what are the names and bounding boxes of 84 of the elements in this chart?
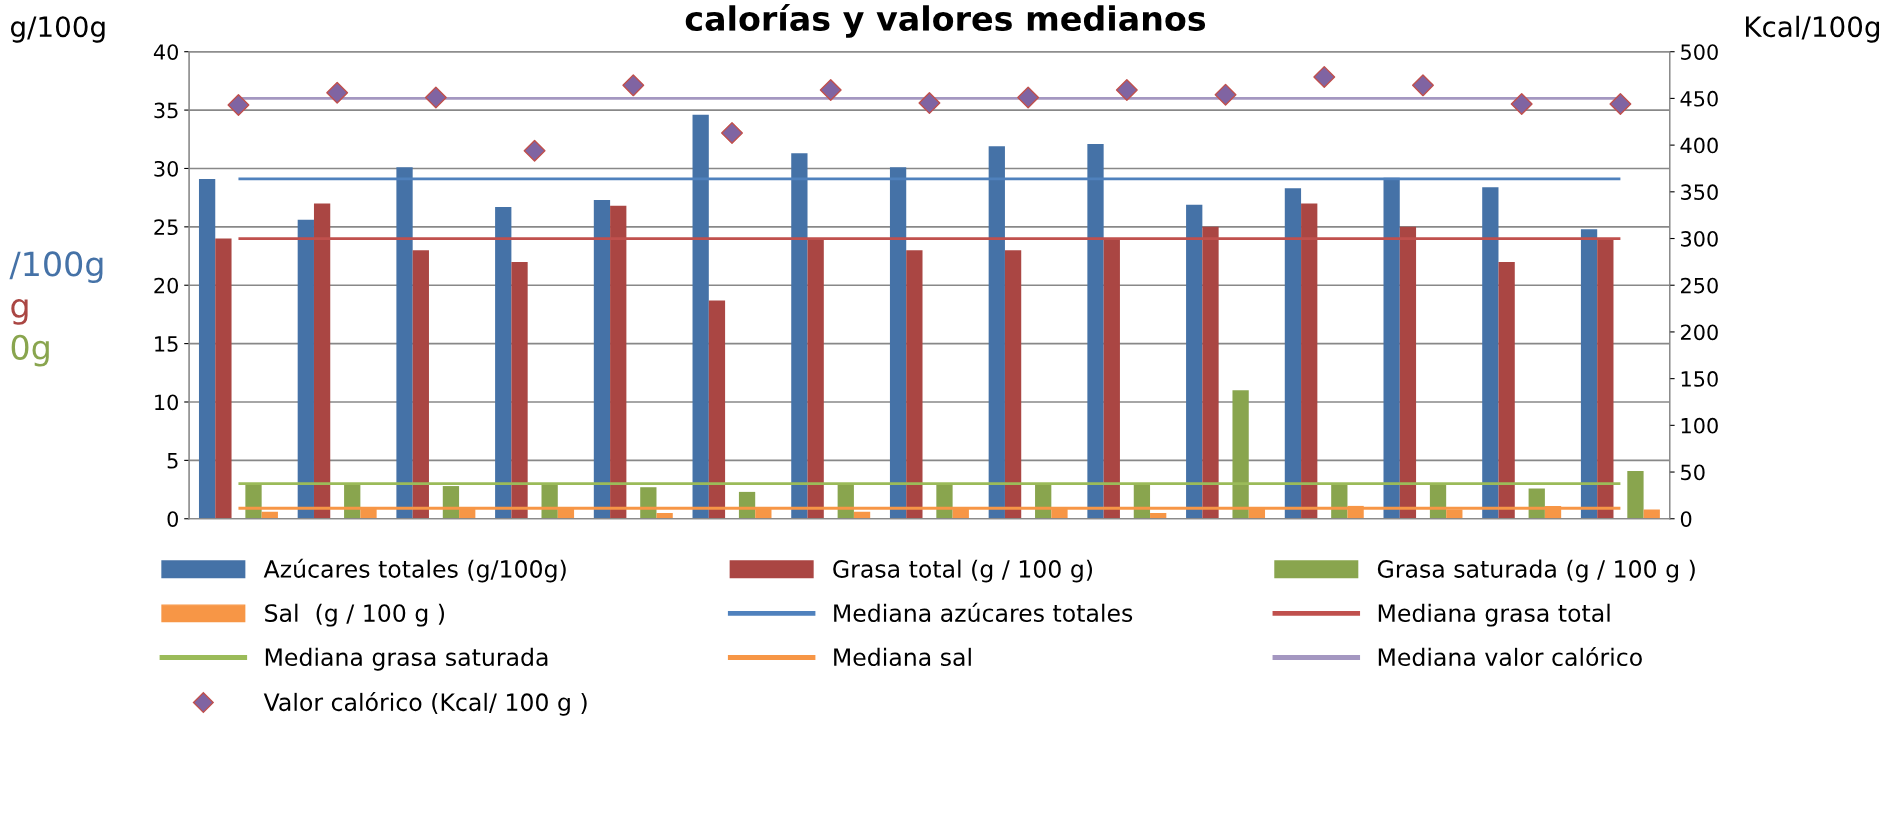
bar: [1284, 188, 1302, 519]
bar: [511, 261, 528, 519]
point: [1313, 65, 1336, 88]
bar: [889, 167, 907, 519]
point: [424, 86, 447, 109]
y2-tick-label: 50: [1681, 464, 1705, 481]
legend-label: Mediana sal: [834, 647, 971, 667]
y-tick-label: 5: [167, 453, 178, 469]
bar: [988, 146, 1005, 519]
y2-tick-label: 250: [1681, 277, 1718, 294]
y2-tick-label: 200: [1681, 324, 1718, 341]
bar: [1383, 177, 1400, 519]
bar: [198, 178, 216, 519]
bar: [1004, 250, 1022, 519]
point: [918, 92, 941, 115]
legend-label: Valor calórico (Kcal/ 100 g ): [263, 691, 587, 716]
legend-label: Sal (g / 100 g ): [265, 603, 444, 627]
point: [819, 79, 842, 102]
point: [1411, 74, 1434, 97]
bar: [1103, 238, 1120, 519]
chart-title: calorías y valores medianos: [685, 3, 1206, 38]
bar: [1498, 261, 1515, 519]
bar: [610, 205, 627, 519]
bar: [495, 207, 512, 519]
bar: [692, 114, 709, 519]
bar: [791, 153, 808, 519]
point: [523, 139, 546, 162]
bar: [1482, 187, 1499, 519]
bar: [1186, 204, 1203, 519]
legend-label: Mediana grasa total: [1378, 603, 1610, 627]
text: /100g: [9, 251, 103, 284]
y2-axis-title: Kcal/100g: [1746, 15, 1880, 43]
point: [326, 81, 349, 104]
legend-label: Grasa saturada (g / 100 g ): [1377, 559, 1695, 583]
bar: [1597, 238, 1614, 519]
legend-label: Mediana grasa saturada: [265, 647, 548, 671]
bar: [593, 199, 611, 519]
bar: [1202, 226, 1219, 519]
y2-tick-label: 350: [1681, 184, 1718, 201]
bar: [708, 300, 726, 519]
point: [622, 74, 645, 97]
y-axis-title: g/100g: [10, 16, 105, 43]
y-tick-label: 20: [154, 277, 178, 294]
y2-tick-label: 300: [1681, 230, 1718, 247]
point: [1609, 93, 1632, 116]
bar: [297, 219, 314, 519]
bar: [1643, 509, 1660, 519]
bar: [412, 250, 429, 519]
bar: [1627, 470, 1644, 519]
legend-label: Azúcares totales (g/100g): [263, 558, 566, 583]
y2-tick-label: 150: [1681, 371, 1718, 387]
y2-tick-label: 100: [1681, 417, 1718, 434]
y-tick-label: 0: [167, 511, 178, 527]
bar: [1301, 203, 1318, 519]
bar: [1399, 226, 1417, 519]
y2-tick-label: 450: [1680, 90, 1718, 107]
y2-tick-label: 0: [1680, 511, 1692, 527]
y-tick-label: 30: [154, 160, 178, 177]
bar: [807, 238, 824, 519]
legend-label: Mediana valor calórico: [1378, 646, 1642, 667]
text: g: [11, 299, 28, 325]
y-tick-label: 10: [155, 394, 178, 411]
bar: [313, 203, 331, 519]
legend-label: Mediana azúcares totales: [834, 602, 1133, 622]
y-tick-label: 40: [153, 44, 178, 60]
bar: [1087, 143, 1104, 519]
bar: [396, 167, 413, 519]
point: [721, 121, 744, 144]
y-tick-label: 15: [155, 336, 178, 352]
point: [227, 93, 250, 116]
y2-tick-label: 500: [1681, 44, 1718, 60]
y-tick-label: 25: [154, 219, 178, 236]
point: [1017, 86, 1040, 109]
point: [1115, 79, 1138, 102]
y-tick-label: 35: [154, 102, 178, 119]
bar: [215, 238, 232, 519]
text: 0g: [11, 334, 49, 367]
legend-label: Grasa total (g / 100 g): [833, 559, 1093, 583]
point: [1510, 93, 1533, 116]
y2-tick-label: 400: [1680, 137, 1718, 154]
bar: [1232, 390, 1249, 519]
bar: [1580, 229, 1598, 519]
point: [1214, 83, 1237, 106]
bar: [906, 250, 923, 519]
